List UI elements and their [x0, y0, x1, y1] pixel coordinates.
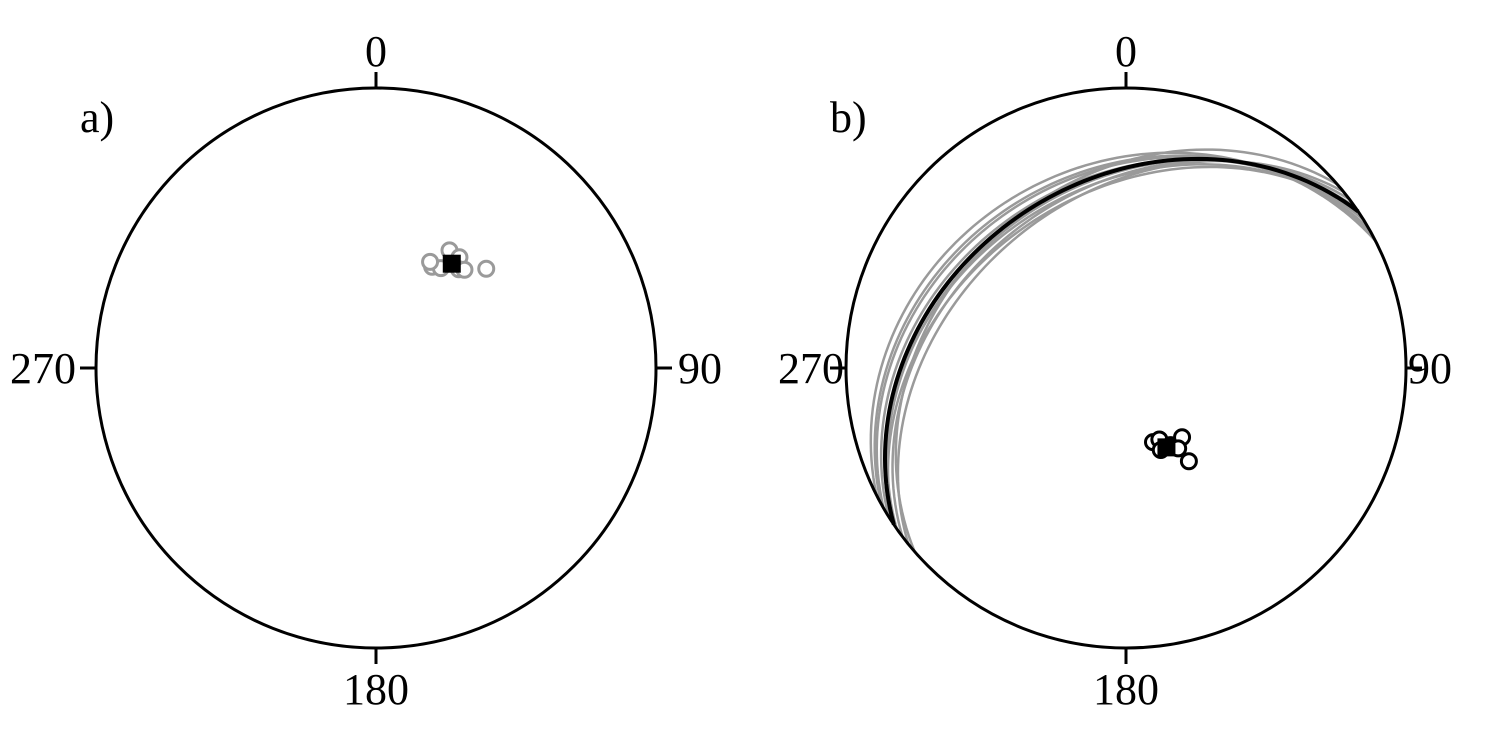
tick-label-north: 0 [365, 27, 387, 76]
tick-label-east: 90 [1408, 344, 1452, 393]
great-circle-individual [873, 154, 1372, 505]
great-circles [869, 148, 1377, 553]
great-circle-individual [883, 163, 1362, 521]
panel-a: a) 0 180 90 270 [10, 27, 722, 714]
net-outline [94, 86, 658, 650]
great-circle-individual [894, 148, 1338, 553]
tick-label-west: 270 [778, 344, 844, 393]
great-circle-individual [875, 155, 1370, 509]
panel-label: b) [830, 93, 867, 142]
direction-point [477, 259, 496, 278]
great-circle-individual [886, 158, 1357, 529]
great-circle-individual [891, 159, 1351, 537]
great-circle-individual [886, 165, 1359, 525]
great-circle-individual [879, 157, 1365, 517]
tick-label-west: 270 [10, 344, 76, 393]
great-circle-individual [869, 151, 1377, 496]
tick-label-east: 90 [678, 344, 722, 393]
great-circle-individual [896, 159, 1345, 545]
data-marks [1144, 428, 1198, 471]
mean-direction-marker [1157, 438, 1176, 457]
data-marks [421, 241, 496, 279]
direction-point [1179, 452, 1198, 471]
panel-label: a) [80, 93, 114, 142]
tick-label-north: 0 [1115, 27, 1137, 76]
panel-b: b) 0 180 90 270 [778, 27, 1452, 714]
great-circle-mean [882, 156, 1360, 526]
direction-point [421, 252, 440, 271]
tick-label-south: 180 [1093, 665, 1159, 714]
tick-label-south: 180 [343, 665, 409, 714]
mean-direction-marker [442, 254, 461, 273]
